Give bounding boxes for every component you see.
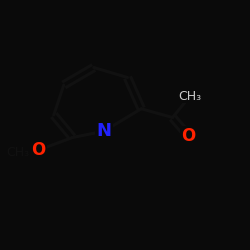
Text: N: N (96, 122, 111, 140)
Text: CH₃: CH₃ (6, 146, 29, 159)
Text: O: O (182, 127, 196, 145)
Text: O: O (32, 141, 46, 159)
Text: CH₃: CH₃ (178, 90, 202, 103)
